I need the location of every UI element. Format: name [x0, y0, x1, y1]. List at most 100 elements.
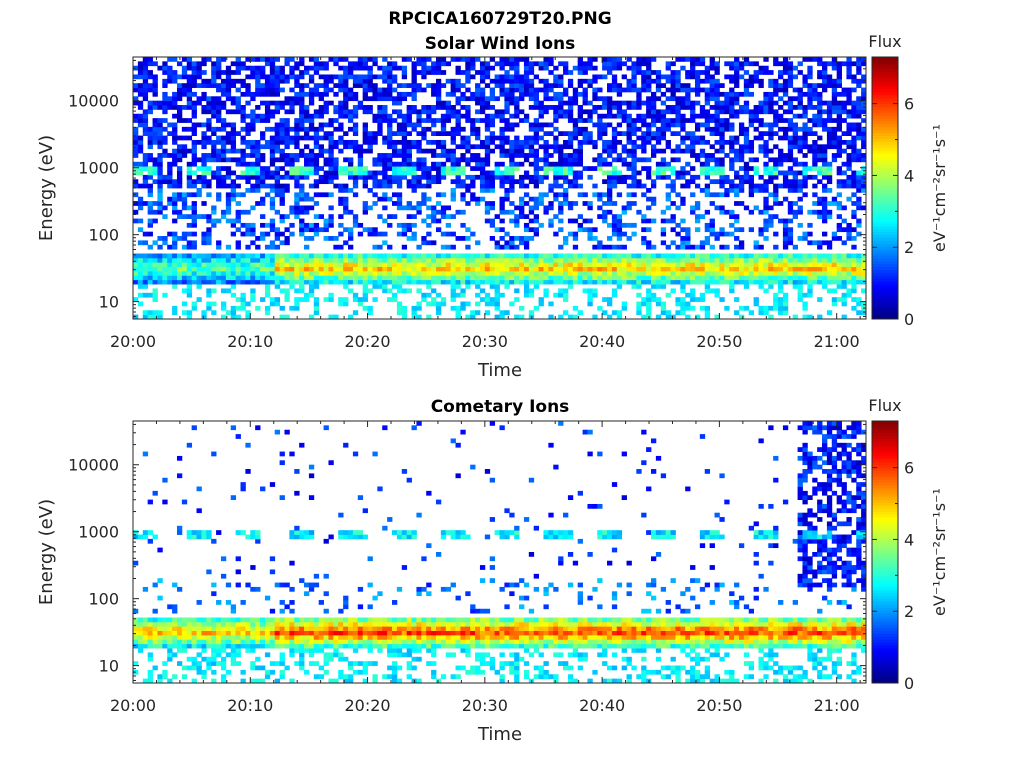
heatmap-cell: [694, 279, 701, 285]
heatmap-cell: [528, 310, 535, 316]
heatmap-cell: [225, 266, 232, 272]
heatmap-cell: [455, 87, 461, 93]
heatmap-cell: [421, 65, 427, 71]
heatmap-cell: [675, 83, 681, 88]
heatmap-cell: [738, 174, 745, 180]
heatmap-cell: [489, 174, 496, 180]
heatmap-cell: [484, 126, 491, 132]
heatmap-cell: [152, 118, 158, 123]
heatmap-cell: [372, 131, 378, 136]
heatmap-cell: [421, 253, 427, 259]
heatmap-cell: [465, 74, 471, 80]
heatmap-cell: [641, 83, 647, 88]
heatmap-cell: [401, 305, 408, 311]
heatmap-cell: [782, 131, 789, 136]
heatmap-cell: [822, 174, 828, 180]
heatmap-cell: [616, 270, 623, 276]
heatmap-cell: [792, 314, 798, 320]
heatmap-cell: [836, 148, 842, 154]
heatmap-cell: [348, 87, 354, 93]
heatmap-cell: [734, 113, 740, 119]
heatmap-cell: [352, 279, 359, 285]
heatmap-cell: [773, 144, 779, 150]
heatmap-cell: [348, 253, 354, 259]
heatmap-cell: [621, 161, 627, 167]
heatmap-cell: [235, 131, 241, 136]
heatmap-cell: [142, 61, 149, 67]
heatmap-cell: [763, 270, 769, 276]
heatmap-cell: [147, 57, 153, 62]
heatmap-cell: [826, 105, 833, 110]
heatmap-cell: [509, 275, 515, 281]
heatmap-cell: [592, 279, 598, 285]
heatmap-cell: [313, 305, 320, 311]
heatmap-cell: [641, 70, 647, 75]
heatmap-cell: [211, 257, 217, 263]
heatmap-cell: [724, 139, 730, 145]
heatmap-cell: [206, 257, 212, 263]
heatmap-cell: [157, 253, 163, 259]
heatmap-cell: [694, 91, 701, 97]
heatmap-cell: [196, 100, 202, 106]
heatmap-cell: [763, 209, 769, 215]
heatmap-cell: [250, 266, 256, 272]
heatmap-cell: [162, 174, 168, 180]
heatmap-cell: [167, 231, 173, 237]
heatmap-cell: [201, 257, 207, 263]
heatmap-cell: [680, 305, 686, 311]
heatmap-cell: [670, 74, 676, 80]
heatmap-cell: [553, 126, 559, 132]
heatmap-cell: [206, 214, 212, 219]
heatmap-cell: [812, 161, 818, 167]
heatmap-cell: [269, 266, 276, 272]
heatmap-cell: [831, 275, 838, 281]
heatmap-cell: [675, 74, 681, 80]
heatmap-cell: [543, 61, 549, 67]
heatmap-cell: [308, 157, 315, 163]
heatmap-cell: [133, 74, 139, 80]
heatmap-cell: [426, 65, 432, 71]
heatmap-cell: [318, 257, 324, 263]
heatmap-cell: [323, 135, 329, 141]
heatmap-cell: [157, 100, 163, 106]
heatmap-cell: [186, 61, 193, 67]
heatmap-cell: [255, 65, 261, 71]
heatmap-cell: [465, 201, 471, 206]
heatmap-cell: [675, 57, 681, 62]
heatmap-cell: [768, 170, 774, 176]
heatmap-cell: [680, 218, 686, 224]
heatmap-cell: [157, 266, 163, 272]
heatmap-cell: [665, 262, 671, 267]
heatmap-cell: [616, 244, 623, 250]
heatmap-cell: [196, 253, 202, 259]
heatmap-cell: [470, 131, 476, 136]
heatmap-cell: [250, 231, 256, 237]
heatmap-cell: [162, 270, 168, 276]
heatmap-cell: [133, 279, 139, 285]
heatmap-cell: [343, 166, 349, 171]
heatmap-cell: [367, 57, 373, 62]
heatmap-cell: [377, 157, 383, 163]
heatmap-cell: [650, 297, 657, 302]
heatmap-cell: [602, 201, 608, 206]
heatmap-cell: [670, 131, 676, 136]
heatmap-cell: [797, 266, 803, 272]
heatmap-cell: [176, 118, 183, 123]
heatmap-cell: [699, 139, 706, 145]
heatmap-cell: [494, 174, 500, 180]
heatmap-cell: [465, 113, 471, 119]
heatmap-cell: [421, 236, 427, 241]
heatmap-cell: [411, 266, 417, 272]
heatmap-cell: [533, 87, 539, 93]
heatmap-cell: [196, 166, 202, 171]
heatmap-cell: [181, 266, 188, 272]
heatmap-cell: [694, 244, 701, 250]
heatmap-cell: [709, 288, 715, 294]
heatmap-cell: [567, 118, 574, 123]
heatmap-cell: [699, 78, 706, 84]
heatmap-cell: [743, 78, 750, 84]
heatmap-cell: [460, 270, 466, 276]
heatmap-cell: [499, 270, 505, 276]
heatmap-cell: [646, 244, 652, 250]
heatmap-cell: [318, 96, 324, 102]
